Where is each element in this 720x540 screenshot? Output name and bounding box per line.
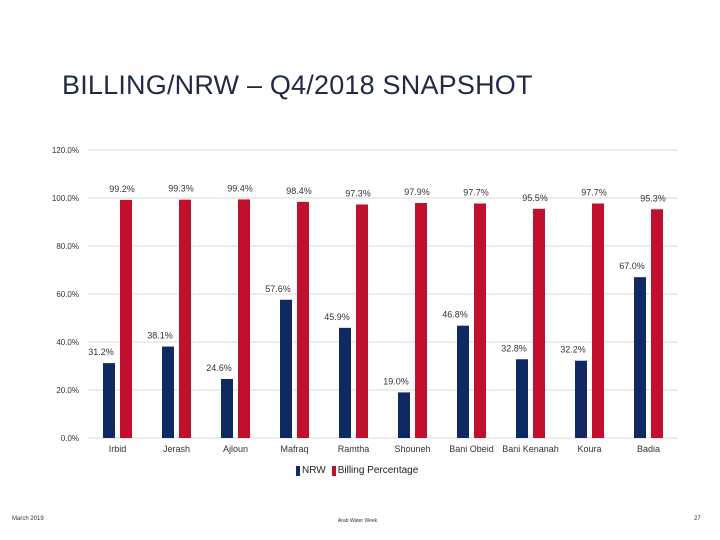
x-tick-label: Badia xyxy=(637,444,660,454)
data-label-nrw: 19.0% xyxy=(383,376,409,386)
x-tick-label: Ramtha xyxy=(338,444,370,454)
data-label-nrw: 24.6% xyxy=(206,363,232,373)
bar-nrw xyxy=(398,392,410,438)
bar-nrw xyxy=(221,378,233,438)
x-tick-label: Bani Obeid xyxy=(449,444,494,454)
data-label-billing: 98.4% xyxy=(286,186,312,196)
legend-swatch-billing xyxy=(331,465,336,476)
y-tick-label: 40.0% xyxy=(56,338,79,347)
y-tick-label: 100.0% xyxy=(52,194,79,203)
bar-nrw xyxy=(575,360,587,438)
data-label-nrw: 31.2% xyxy=(88,347,114,357)
data-label-billing: 99.3% xyxy=(168,184,194,194)
x-tick-label: Mafraq xyxy=(280,444,308,454)
data-label-billing: 97.3% xyxy=(345,188,371,198)
chart-legend: NRW Billing Percentage xyxy=(296,465,418,476)
x-tick-label: Jerash xyxy=(163,444,190,454)
bar-billing xyxy=(592,203,604,438)
bar-nrw xyxy=(339,327,351,438)
data-label-nrw: 32.8% xyxy=(501,343,527,353)
bar-billing xyxy=(651,209,663,438)
legend-label-billing: Billing Percentage xyxy=(337,465,419,476)
data-label-billing: 97.7% xyxy=(581,188,607,198)
y-tick-label: 120.0% xyxy=(52,146,79,155)
data-label-nrw: 32.2% xyxy=(560,345,586,355)
bar-billing xyxy=(238,199,250,438)
bar-billing xyxy=(179,199,191,438)
bar-billing xyxy=(415,203,427,438)
data-label-billing: 95.5% xyxy=(522,193,548,203)
bar-nrw xyxy=(634,277,646,438)
bar-nrw xyxy=(103,363,115,438)
data-label-nrw: 46.8% xyxy=(442,310,468,320)
data-label-nrw: 57.6% xyxy=(265,284,291,294)
data-label-billing: 99.2% xyxy=(109,184,135,194)
data-label-billing: 97.9% xyxy=(404,187,430,197)
bar-nrw xyxy=(162,346,174,438)
bar-nrw xyxy=(516,359,528,438)
legend-item-nrw: NRW xyxy=(296,465,326,476)
bar-billing xyxy=(120,199,132,438)
page-title: BILLING/NRW – Q4/2018 SNAPSHOT xyxy=(62,70,533,100)
bar-billing xyxy=(533,208,545,438)
data-label-nrw: 38.1% xyxy=(147,331,173,341)
footer-date: March 2019 xyxy=(12,516,44,522)
bar-billing xyxy=(356,204,368,438)
bar-billing xyxy=(297,201,309,438)
x-tick-label: Ajloun xyxy=(223,444,248,454)
data-label-nrw: 67.0% xyxy=(619,261,645,271)
data-label-nrw: 45.9% xyxy=(324,312,350,322)
y-tick-label: 20.0% xyxy=(56,386,79,395)
x-tick-label: Koura xyxy=(577,444,601,454)
legend-swatch-nrw xyxy=(296,465,300,476)
y-tick-label: 80.0% xyxy=(56,242,79,251)
y-tick-label: 0.0% xyxy=(61,434,79,443)
x-tick-label: Bani Kenanah xyxy=(502,444,559,454)
data-label-billing: 99.4% xyxy=(227,183,253,193)
data-label-billing: 97.7% xyxy=(463,188,489,198)
data-label-billing: 95.3% xyxy=(640,193,666,203)
legend-item-billing: Billing Percentage xyxy=(331,465,419,476)
x-tick-label: Irbid xyxy=(109,444,127,454)
bar-billing xyxy=(474,203,486,438)
footer-event: Arab Water Week xyxy=(338,518,378,524)
bar-nrw xyxy=(457,325,469,438)
legend-label-nrw: NRW xyxy=(302,465,326,476)
y-tick-label: 60.0% xyxy=(56,290,79,299)
x-tick-label: Shouneh xyxy=(394,444,430,454)
page-number: 27 xyxy=(694,516,701,522)
bar-nrw xyxy=(280,299,292,438)
